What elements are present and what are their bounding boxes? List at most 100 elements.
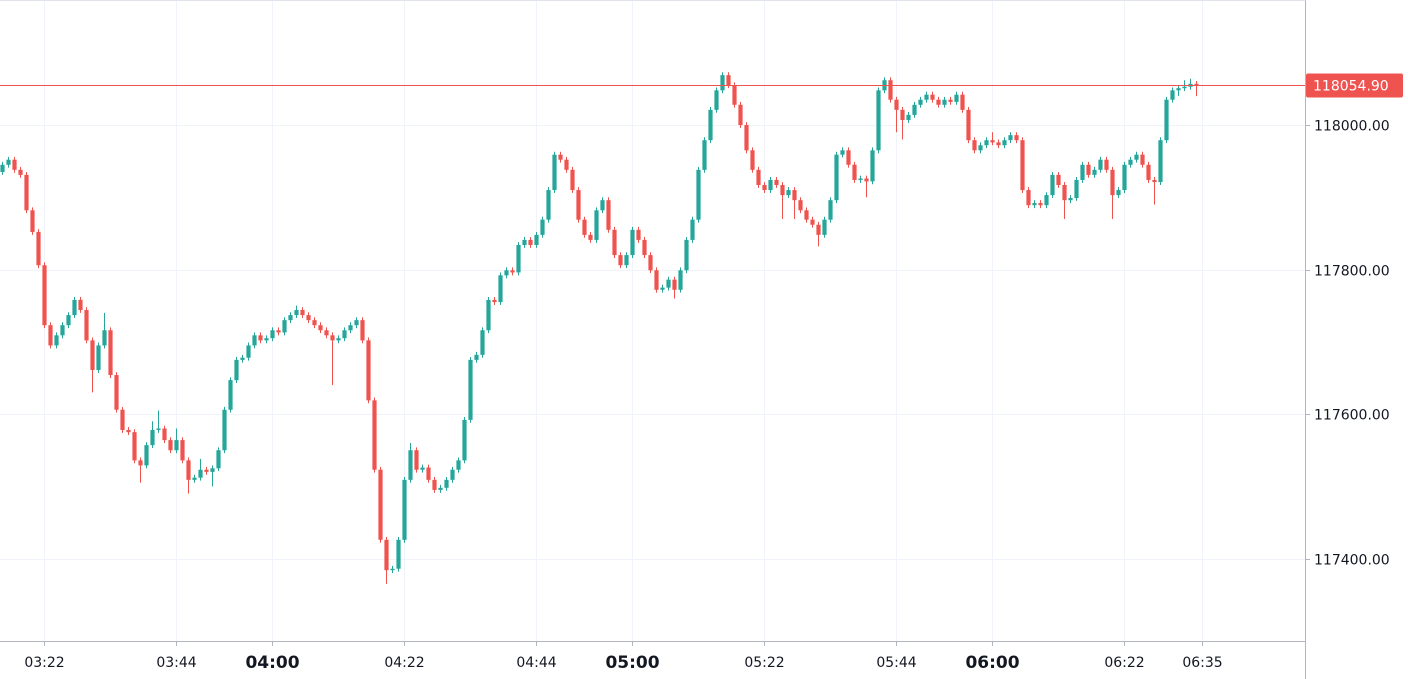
candle-body bbox=[918, 99, 923, 105]
last-price-label: 118054.90 bbox=[1313, 79, 1389, 95]
candle-body bbox=[264, 338, 269, 341]
candle-body bbox=[48, 325, 53, 346]
candle-body bbox=[492, 299, 497, 303]
candle-body bbox=[498, 275, 503, 303]
candle-body bbox=[126, 429, 131, 433]
candle-body bbox=[306, 315, 311, 321]
candle-body bbox=[726, 75, 731, 86]
candle-body bbox=[420, 467, 425, 470]
candle-body bbox=[6, 159, 11, 165]
candle-body bbox=[606, 200, 611, 230]
candle-body bbox=[546, 190, 551, 220]
candle-body bbox=[864, 178, 869, 182]
candle-body bbox=[936, 99, 941, 105]
candle-body bbox=[798, 200, 803, 211]
candle-body bbox=[108, 330, 113, 376]
candle-body bbox=[876, 90, 881, 151]
x-tick-label: 05:44 bbox=[876, 655, 916, 671]
candle-body bbox=[198, 469, 203, 478]
candle-body bbox=[750, 150, 755, 170]
candle-body bbox=[1146, 164, 1151, 180]
y-tick-label: 117800.00 bbox=[1314, 264, 1390, 280]
candle-body bbox=[246, 345, 251, 358]
candle-body bbox=[822, 219, 827, 235]
candle-body bbox=[954, 94, 959, 102]
candle-body bbox=[354, 320, 359, 326]
candle-body bbox=[948, 99, 953, 102]
x-tick-label: 04:00 bbox=[245, 653, 299, 673]
candle-body bbox=[588, 234, 593, 240]
candle-body bbox=[594, 210, 599, 240]
candle-body bbox=[30, 210, 35, 232]
candle-body bbox=[624, 255, 629, 266]
candle-body bbox=[444, 479, 449, 488]
candle-body bbox=[996, 142, 1001, 146]
candle-body bbox=[0, 164, 5, 172]
candle-body bbox=[462, 419, 467, 461]
candle-body bbox=[102, 330, 107, 346]
candle-body bbox=[1152, 179, 1157, 183]
candle-body bbox=[564, 159, 569, 170]
candle-body bbox=[366, 340, 371, 401]
candle-body bbox=[906, 114, 911, 120]
candle-body bbox=[132, 432, 137, 461]
candle-body bbox=[744, 125, 749, 151]
candle-body bbox=[180, 440, 185, 461]
candle-body bbox=[708, 109, 713, 141]
candle-body bbox=[912, 104, 917, 115]
candle-body bbox=[384, 539, 389, 571]
candle-body bbox=[1008, 135, 1013, 141]
candle-body bbox=[654, 270, 659, 290]
candle-body bbox=[900, 109, 905, 120]
candle-body bbox=[450, 469, 455, 480]
candle-body bbox=[540, 219, 545, 235]
candle-body bbox=[162, 428, 167, 441]
candle-body bbox=[576, 190, 581, 220]
candle-body bbox=[1158, 140, 1163, 183]
candle-body bbox=[168, 440, 173, 451]
candle-body bbox=[318, 325, 323, 331]
candle-body bbox=[1164, 99, 1169, 141]
candle-body bbox=[282, 320, 287, 333]
candle-body bbox=[84, 310, 89, 341]
y-tick-label: 118000.00 bbox=[1314, 119, 1390, 135]
candle-body bbox=[648, 255, 653, 271]
candle-body bbox=[978, 145, 983, 151]
candle-body bbox=[522, 239, 527, 245]
candle-body bbox=[1080, 164, 1085, 180]
candle-body bbox=[390, 568, 395, 571]
candle-body bbox=[1038, 203, 1043, 206]
candle-body bbox=[336, 338, 341, 341]
candle-body bbox=[780, 185, 785, 196]
candles bbox=[0, 72, 1199, 584]
candle-body bbox=[630, 229, 635, 256]
candle-body bbox=[300, 310, 305, 316]
candle-body bbox=[1194, 83, 1199, 86]
candle-body bbox=[372, 400, 377, 470]
candle-body bbox=[234, 359, 239, 381]
candle-body bbox=[510, 270, 515, 273]
candle-body bbox=[888, 80, 893, 100]
candle-body bbox=[702, 140, 707, 170]
candle-body bbox=[1182, 86, 1187, 89]
candle-body bbox=[612, 229, 617, 256]
candle-body bbox=[690, 219, 695, 240]
candle-body bbox=[762, 185, 767, 191]
candle-body bbox=[930, 94, 935, 100]
candle-body bbox=[54, 335, 59, 346]
candle-body bbox=[786, 190, 791, 196]
candle-body bbox=[138, 460, 143, 466]
candle-body bbox=[768, 179, 773, 191]
candle-body bbox=[1050, 174, 1055, 196]
candle-body bbox=[24, 174, 29, 211]
candle-body bbox=[150, 429, 155, 446]
candle-body bbox=[600, 200, 605, 211]
candle-body bbox=[144, 445, 149, 466]
candle-body bbox=[810, 219, 815, 225]
axes: 117400.00 117600.00 117800.00 118000.00 03:2… bbox=[24, 73, 1403, 673]
candle-body bbox=[276, 330, 281, 333]
candle-body bbox=[348, 325, 353, 331]
candle-body bbox=[804, 210, 809, 220]
candle-body bbox=[252, 335, 257, 346]
